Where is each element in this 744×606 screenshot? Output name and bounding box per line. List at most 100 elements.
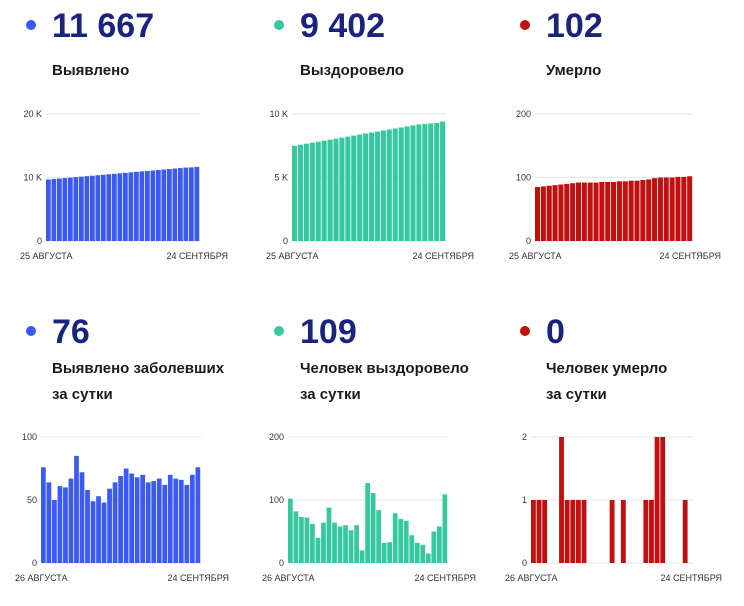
bar — [428, 123, 434, 241]
bar — [106, 174, 112, 241]
bar — [351, 135, 357, 241]
bar — [414, 542, 420, 563]
daily-detected-value: 76 — [52, 313, 90, 351]
bar — [387, 542, 393, 563]
bar — [310, 523, 315, 563]
bar — [128, 172, 134, 241]
y-tick-label: 0 — [283, 236, 288, 246]
bar — [564, 500, 570, 563]
bar — [546, 185, 552, 241]
y-tick-label: 0 — [522, 558, 527, 568]
bar — [376, 510, 382, 563]
bar — [68, 177, 73, 241]
daily-died-label: Человек умерло за сутки — [546, 356, 736, 408]
bar — [183, 167, 189, 241]
total-detected-label: Выявлено — [52, 62, 130, 79]
x-start-label: 25 АВГУСТА — [266, 251, 319, 261]
y-tick-label: 100 — [22, 432, 37, 442]
bar — [90, 501, 96, 563]
bar — [587, 182, 593, 241]
bar — [409, 535, 415, 563]
bar — [73, 177, 79, 241]
bar — [359, 550, 365, 563]
bar — [374, 131, 381, 241]
bar — [79, 472, 85, 563]
x-end-label: 24 СЕНТЯБРЯ — [414, 573, 476, 583]
bar — [398, 127, 404, 241]
bar — [687, 176, 693, 241]
bar — [339, 137, 345, 241]
bar — [420, 544, 426, 563]
total-died-value: 102 — [546, 7, 603, 45]
x-start-label: 26 АВГУСТА — [505, 573, 558, 583]
bar — [628, 180, 634, 241]
bar — [63, 487, 68, 563]
bar — [343, 525, 348, 563]
bar — [156, 169, 161, 241]
bar — [634, 180, 640, 241]
bar — [139, 171, 145, 241]
detected-color-dot — [26, 20, 36, 30]
bar — [646, 179, 652, 241]
bar — [581, 500, 587, 563]
bar — [167, 474, 173, 563]
bar — [436, 526, 442, 563]
bar — [178, 479, 184, 563]
bar — [611, 181, 617, 241]
bar — [315, 537, 321, 563]
y-tick-label: 1 — [522, 495, 527, 505]
bar — [107, 488, 112, 563]
panel-daily-died: 0 Человек умерло за сутки — [494, 306, 738, 606]
bar — [663, 177, 669, 241]
bar — [57, 178, 62, 241]
bar — [189, 167, 194, 241]
daily-recovered-label-line1: Человек выздоровело — [300, 360, 469, 377]
bar — [369, 132, 375, 241]
bar — [575, 182, 581, 241]
bar — [195, 467, 201, 563]
bar — [101, 502, 107, 563]
y-tick-label: 50 — [27, 495, 37, 505]
daily-died-value: 0 — [546, 313, 565, 351]
y-tick-label: 2 — [522, 432, 527, 442]
bar — [150, 170, 156, 241]
bar — [194, 166, 200, 241]
bar — [681, 176, 687, 241]
bar — [68, 478, 74, 563]
bar — [303, 143, 309, 241]
bar — [657, 177, 663, 241]
bar — [321, 140, 327, 241]
bar — [123, 468, 129, 563]
bar — [431, 531, 437, 563]
bar — [363, 133, 369, 241]
bar — [652, 178, 658, 241]
bar — [434, 122, 440, 241]
bar — [297, 144, 304, 241]
bar — [654, 437, 660, 563]
bar — [288, 498, 293, 563]
bar — [442, 494, 448, 563]
bar — [184, 484, 190, 563]
recovered-color-dot — [274, 326, 284, 336]
bar — [669, 177, 675, 241]
y-tick-label: 10 K — [269, 109, 288, 119]
y-tick-label: 100 — [269, 495, 284, 505]
bar — [536, 500, 542, 563]
bar — [386, 129, 392, 241]
x-start-label: 25 АВГУСТА — [20, 251, 73, 261]
bar — [640, 180, 646, 241]
bar — [575, 500, 581, 563]
bar — [84, 176, 90, 241]
died-color-dot — [520, 326, 530, 336]
bar — [292, 145, 298, 241]
bar — [145, 170, 150, 241]
bar — [321, 522, 326, 563]
detected-color-dot — [26, 326, 36, 336]
bar — [117, 173, 123, 241]
bar — [357, 134, 363, 241]
died-color-dot — [520, 20, 530, 30]
bar — [134, 477, 140, 563]
bar — [140, 474, 146, 563]
bar — [416, 124, 422, 241]
